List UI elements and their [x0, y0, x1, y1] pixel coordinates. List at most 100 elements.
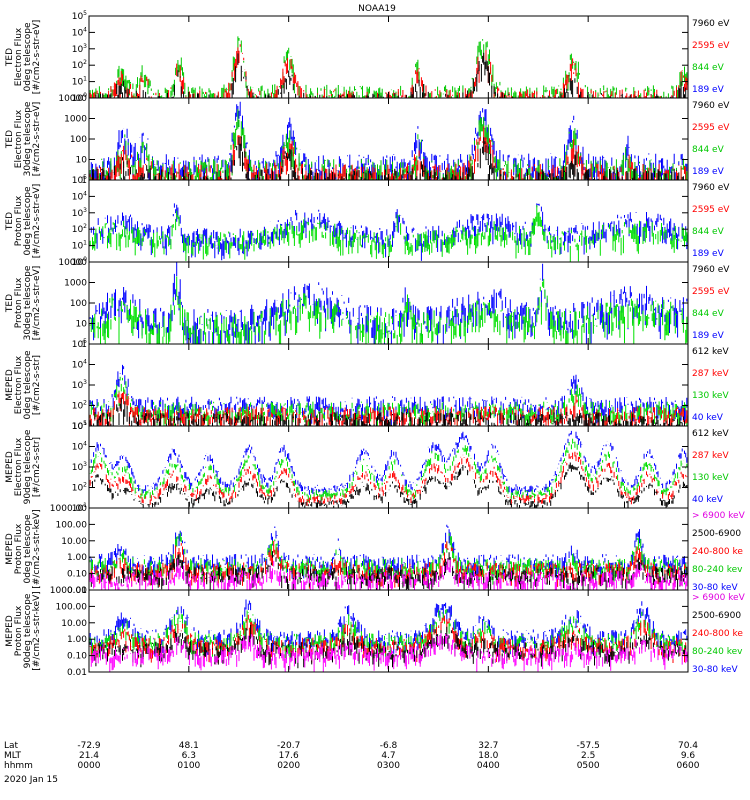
legend-ted-e-30-2: 844 eV: [692, 145, 725, 155]
ylabel-ted-e-30-1: Electron Flux: [14, 109, 24, 168]
lat-label-1: 48.1: [179, 741, 199, 751]
legend-ted-p-30-2: 844 eV: [692, 309, 725, 319]
ytick-label-ted-e-30-4: 10000: [58, 94, 87, 104]
legend-meped-p-90-4: 30-80 keV: [692, 665, 738, 675]
legend-meped-p-0-2: 240-800 ke: [692, 547, 743, 557]
ytick-label-meped-p-0-2: 1.00: [67, 553, 87, 563]
series-ted-e-30-2: [89, 126, 687, 180]
mlt-label-4: 18.0: [478, 751, 498, 761]
row-label-lat: Lat: [4, 741, 19, 751]
lat-label-5: -57.5: [577, 741, 600, 751]
legend-meped-p-90-1: 2500-6900: [692, 611, 741, 621]
ytick-label-ted-p-0-5: 105: [72, 174, 87, 186]
ylabel-ted-e-30-3: [#/cm2-s-str-eV]: [32, 102, 42, 177]
ylabel-ted-p-0-0: TED: [5, 212, 15, 231]
mlt-label-6: 9.6: [681, 751, 696, 761]
ytick-label-ted-e-0-2: 102: [72, 59, 87, 71]
panel-frame-ted-e-0: [88, 15, 689, 99]
ytick-label-ted-p-0-4: 104: [72, 190, 87, 202]
ytick-label-ted-e-0-4: 104: [72, 26, 87, 38]
ytick-label-ted-e-30-1: 10: [76, 156, 88, 166]
ylabel-meped-e-0-0: MEPED: [5, 369, 15, 401]
legend-ted-p-0-0: 7960 eV: [692, 183, 730, 193]
ytick-label-meped-p-0-0: 0.01: [67, 586, 87, 596]
legend-ted-p-30-0: 7960 eV: [692, 265, 730, 275]
row-label-hhmm: hhmm: [4, 761, 33, 771]
legend-ted-p-0-3: 189 eV: [692, 249, 725, 259]
legend-ted-p-0-2: 844 eV: [692, 227, 725, 237]
ytick-label-ted-e-0-0: 100: [72, 92, 87, 104]
legend-ted-p-30-3: 189 eV: [692, 331, 725, 341]
lat-label-2: -20.7: [277, 741, 300, 751]
lat-label-6: 70.4: [678, 741, 698, 751]
ytick-label-meped-p-90-2: 1.00: [67, 635, 87, 645]
ytick-label-meped-p-0-5: 1000.00: [50, 504, 87, 514]
ylabel-meped-e-0-1: Electron Flux: [14, 355, 24, 414]
ylabel-meped-p-90-1: Proton Flux: [14, 605, 24, 656]
ytick-label-ted-p-30-4: 10000: [58, 258, 87, 268]
mlt-label-2: 17.6: [279, 751, 299, 761]
ylabel-ted-p-30-2: 30deg telescope: [23, 265, 33, 340]
series-ted-p-30-0: [88, 262, 689, 344]
panel-frame-meped-p-90: [88, 589, 689, 673]
ylabel-ted-p-0-1: Proton Flux: [14, 195, 24, 246]
legend-meped-p-0-1: 2500-6900: [692, 529, 741, 539]
mlt-label-3: 4.7: [381, 751, 395, 761]
date-label: 2020 Jan 15: [4, 775, 58, 785]
ytick-label-meped-e-0-3: 104: [72, 359, 87, 371]
ylabel-meped-e-0-2: 0deg telescope: [23, 350, 33, 420]
ytick-label-meped-p-90-3: 10.00: [61, 619, 87, 629]
series-meped-p-0-4: [89, 559, 689, 590]
legend-ted-e-30-1: 2595 eV: [692, 123, 730, 133]
series-meped-e-90-2: [89, 451, 689, 507]
ytick-label-ted-p-0-0: 100: [72, 256, 87, 268]
hhmm-label-1: 0100: [177, 761, 200, 771]
legend-ted-p-0-1: 2595 eV: [692, 205, 730, 215]
legend-meped-p-90-0: > 6900 keV: [692, 593, 746, 603]
ylabel-ted-e-0-0: TED: [5, 48, 15, 67]
legend-meped-e-90-3: 40 keV: [692, 495, 724, 505]
legend-meped-p-0-4: 30-80 keV: [692, 583, 738, 593]
series-meped-e-90-0: [88, 430, 688, 497]
legend-meped-e-90-1: 287 keV: [692, 451, 729, 461]
ylabel-meped-p-90-0: MEPED: [5, 615, 15, 647]
series-meped-p-90-1: [89, 609, 688, 661]
hhmm-label-0: 0000: [78, 761, 101, 771]
ytick-label-meped-e-90-3: 104: [72, 441, 87, 453]
ylabel-ted-p-30-0: TED: [5, 294, 15, 313]
row-label-mlt: MLT: [4, 751, 22, 761]
ylabel-ted-p-30-3: [#/cm2-s-str-eV]: [32, 266, 42, 341]
ytick-label-meped-p-0-1: 0.10: [67, 570, 87, 580]
ylabel-ted-p-0-3: [#/cm2-s-str-eV]: [32, 184, 42, 259]
legend-meped-e-90-0: 612 keV: [692, 429, 729, 439]
legend-ted-e-0-2: 844 eV: [692, 63, 725, 73]
time-axis: LatMLThhmm-72.921.4000048.16.30100-20.71…: [4, 16, 700, 771]
ytick-label-ted-p-0-3: 103: [72, 207, 87, 219]
ylabel-meped-e-90-0: MEPED: [5, 451, 15, 483]
legend-ted-e-30-0: 7960 eV: [692, 101, 730, 111]
series-ted-p-0-0: [88, 203, 689, 261]
ylabel-meped-p-0-0: MEPED: [5, 533, 15, 565]
legend-ted-e-0-3: 189 eV: [692, 85, 725, 95]
ytick-label-ted-p-0-1: 101: [72, 240, 87, 252]
ytick-label-meped-e-0-4: 105: [72, 338, 87, 350]
chart-title: NOAA19: [358, 4, 396, 14]
hhmm-label-5: 0500: [577, 761, 600, 771]
hhmm-label-6: 0600: [677, 761, 700, 771]
ylabel-ted-p-30-1: Proton Flux: [14, 277, 24, 328]
ytick-label-meped-p-90-5: 1000.00: [50, 586, 87, 596]
ylabel-ted-e-0-1: Electron Flux: [14, 27, 24, 86]
legend-ted-e-0-1: 2595 eV: [692, 41, 730, 51]
hhmm-label-2: 0200: [277, 761, 300, 771]
mlt-label-0: 21.4: [79, 751, 99, 761]
lat-label-0: -72.9: [77, 741, 101, 751]
ytick-label-meped-e-0-2: 103: [72, 379, 87, 391]
ytick-label-ted-e-0-3: 103: [72, 43, 87, 55]
ytick-label-ted-e-30-3: 1000: [64, 115, 87, 125]
ytick-label-meped-e-90-4: 105: [72, 420, 87, 432]
ytick-label-meped-p-0-3: 10.00: [61, 537, 87, 547]
ylabel-ted-e-0-3: [#/cm2-s-str-eV]: [32, 20, 42, 95]
ytick-label-ted-e-0-1: 101: [72, 76, 87, 88]
